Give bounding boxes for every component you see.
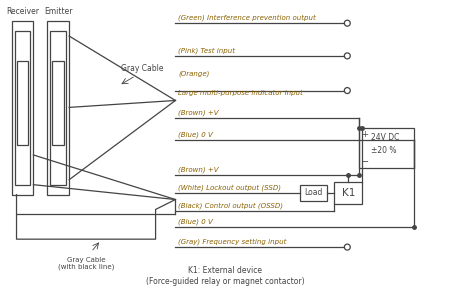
Text: Gray Cable: Gray Cable (121, 64, 163, 73)
Bar (17, 61, 28, 145)
Bar (359, 128, 414, 168)
Text: (Brown) +V: (Brown) +V (179, 166, 219, 173)
Text: (Gray) Frequency setting input: (Gray) Frequency setting input (179, 238, 287, 245)
Bar (334, 182, 362, 203)
Text: (Brown) +V: (Brown) +V (179, 110, 219, 116)
Bar (12, 21, 33, 195)
Text: (Blue) 0 V: (Blue) 0 V (179, 132, 213, 138)
Text: (Pink) Test input: (Pink) Test input (179, 47, 235, 54)
Text: Emitter: Emitter (44, 7, 72, 16)
Text: +: + (361, 130, 368, 139)
Text: Gray Cable
(with black line): Gray Cable (with black line) (58, 257, 114, 271)
Text: K1: K1 (342, 188, 355, 198)
Text: (Force-guided relay or magnet contactor): (Force-guided relay or magnet contactor) (146, 277, 304, 286)
Text: Large multi-purpose indicator input: Large multi-purpose indicator input (179, 90, 303, 96)
Bar (50, 31, 66, 185)
Text: Receiver: Receiver (6, 7, 39, 16)
Text: (Black) Control output (OSSD): (Black) Control output (OSSD) (179, 203, 284, 209)
Bar (52, 61, 64, 145)
Text: (Blue) 0 V: (Blue) 0 V (179, 219, 213, 225)
Bar (47, 21, 69, 195)
Text: (White) Lockout output (SSD): (White) Lockout output (SSD) (179, 184, 281, 190)
Bar (14, 31, 31, 185)
Text: Load: Load (304, 188, 323, 197)
Text: K1: External device: K1: External device (188, 266, 262, 275)
Text: 24V DC: 24V DC (371, 133, 400, 142)
Text: (Orange): (Orange) (179, 70, 210, 77)
Text: −: − (361, 157, 369, 167)
Text: ±20 %: ±20 % (371, 146, 396, 155)
Bar (300, 185, 328, 200)
Text: (Green) Interference prevention output: (Green) Interference prevention output (179, 15, 316, 21)
